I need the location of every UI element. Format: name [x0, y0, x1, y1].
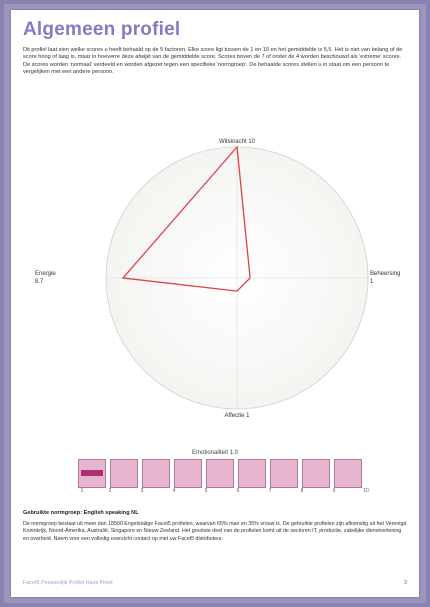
scale-tick-label: 5: [204, 488, 208, 494]
scale-tick-label: 10: [363, 488, 369, 494]
normgroup-text: De normgroep bestaat uit meer dan 18500 …: [23, 521, 407, 542]
intro-paragraph: Dit profiel laat zien welke scores u hee…: [23, 47, 403, 76]
scale-box: [142, 459, 170, 488]
scale-box: [302, 459, 330, 488]
scale-tick-label: 6: [236, 488, 240, 494]
page-number: 3: [404, 580, 407, 586]
footer-title: Facet5 Persoonlijk Profiel Hans Proef: [23, 580, 113, 586]
scale-score-marker: [81, 470, 103, 476]
axis-value-beheersing: 1: [370, 279, 374, 285]
scale-tick-label: 1: [80, 488, 84, 494]
scale-tick-label: 4: [172, 488, 176, 494]
axis-label-beheersing: Beheersing: [370, 271, 400, 277]
axis-label-energie: Energie: [35, 271, 56, 277]
scale-box: [110, 459, 138, 488]
scale-tick-label: 2: [108, 488, 112, 494]
report-page: Algemeen profiel Dit profiel laat zien w…: [11, 10, 419, 597]
scale-box: [206, 459, 234, 488]
axis-label-affectie: Affectie 1: [225, 413, 251, 419]
scale-box: [334, 459, 362, 488]
profile-polygon: [121, 145, 251, 292]
scale-tick-label: 8: [300, 488, 304, 494]
scale-tick-label: 7: [268, 488, 272, 494]
emotionaliteit-scale: [78, 459, 369, 489]
axis-value-energie: 8.7: [35, 279, 44, 285]
page-title: Algemeen profiel: [23, 19, 181, 40]
scale-box: [174, 459, 202, 488]
normgroup-heading: Gebruikte normgroep: English speaking NL: [23, 510, 139, 516]
scale-box: [270, 459, 298, 488]
scale-box: [238, 459, 266, 488]
emotionaliteit-title: Emotionaliteit 1.0: [191, 450, 239, 456]
scale-tick-label: 3: [140, 488, 144, 494]
scale-tick-label: 9: [332, 488, 336, 494]
axis-label-wilskracht: Wilskracht 10: [219, 139, 256, 145]
scale-box: [78, 459, 106, 488]
radar-chart: Wilskracht 10 Beheersing 1 Affectie 1 En…: [35, 139, 400, 419]
